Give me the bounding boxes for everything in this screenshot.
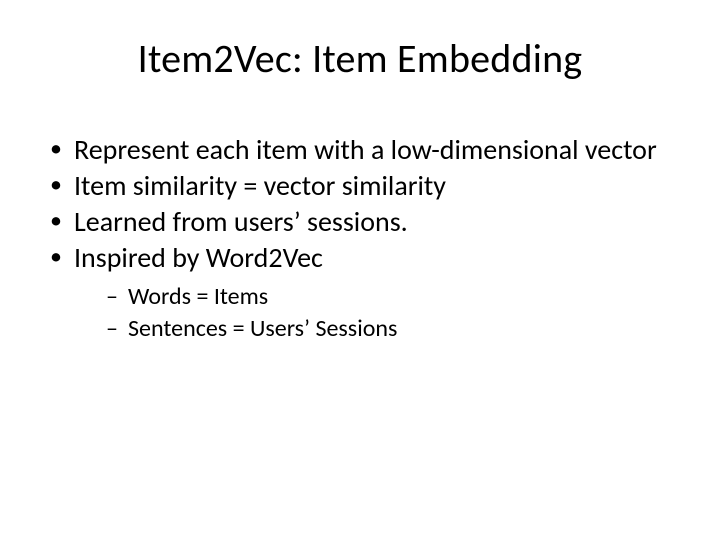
list-item: Sentences = Users’ Sessions	[106, 314, 680, 345]
list-item: Item similarity = vector similarity	[46, 169, 680, 203]
slide: Item2Vec: Item Embedding Represent each …	[0, 0, 720, 540]
bullet-text: Represent each item with a low-dimension…	[74, 132, 657, 167]
bullet-text: Sentences = Users’ Sessions	[128, 314, 397, 343]
slide-title: Item2Vec: Item Embedding	[40, 34, 680, 83]
list-item: Learned from users’ sessions.	[46, 205, 680, 239]
list-item: Represent each item with a low-dimension…	[46, 133, 680, 167]
bullet-text: Learned from users’ sessions.	[74, 204, 408, 239]
sub-bullet-list: Words = Items Sentences = Users’ Session…	[106, 282, 680, 345]
bullet-text: Words = Items	[128, 282, 268, 311]
list-item: Words = Items	[106, 282, 680, 313]
bullet-text: Item similarity = vector similarity	[74, 168, 446, 203]
list-item: Inspired by Word2Vec Words = Items Sente…	[46, 241, 680, 345]
bullet-list: Represent each item with a low-dimension…	[46, 133, 680, 345]
bullet-text: Inspired by Word2Vec	[74, 240, 323, 275]
